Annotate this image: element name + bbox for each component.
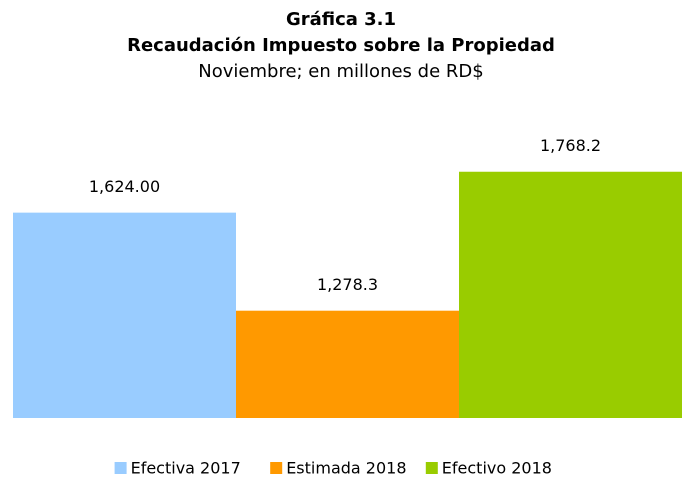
legend-label: Estimada 2018 (286, 459, 406, 478)
data-label: 1,768.2 (540, 136, 601, 155)
legend-swatch (270, 462, 283, 474)
legend-label: Efectiva 2017 (131, 459, 241, 478)
chart-note: Noviembre; en millones de RD$ (198, 61, 483, 82)
bar (236, 310, 459, 418)
legend-swatch (425, 462, 438, 474)
legend-swatch (114, 462, 127, 474)
chart-subtitle: Recaudación Impuesto sobre la Propiedad (127, 35, 555, 56)
data-label: 1,624.00 (89, 177, 160, 196)
data-label: 1,278.3 (317, 275, 378, 294)
legend-label: Efectivo 2018 (442, 459, 552, 478)
bar (459, 171, 682, 418)
chart-title: Gráfica 3.1 (286, 9, 396, 30)
bar (13, 212, 236, 418)
